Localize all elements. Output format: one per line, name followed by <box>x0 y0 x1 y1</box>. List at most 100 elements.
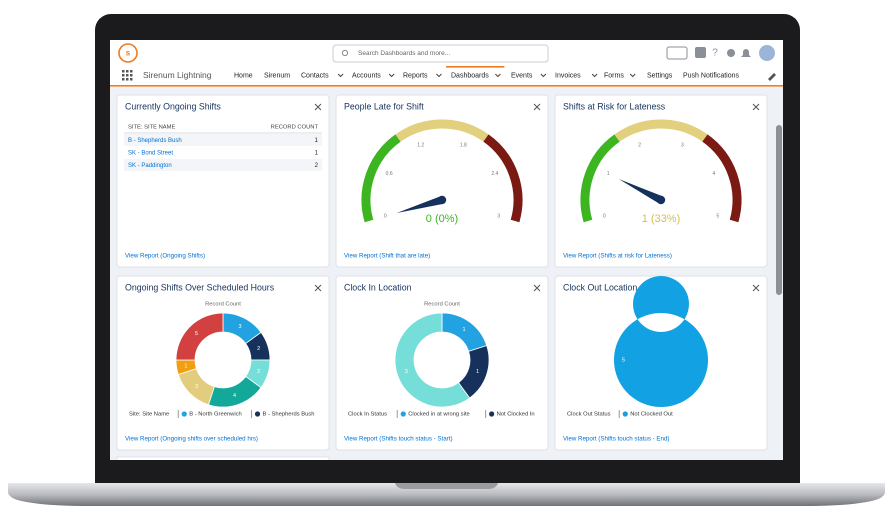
nav-item[interactable]: Push Notifications <box>683 72 740 79</box>
nav-item[interactable]: Events <box>511 72 533 79</box>
gauge-tick-label: 2 <box>638 142 641 148</box>
view-report-link[interactable]: View Report (Shift that are late) <box>344 253 430 260</box>
nav-item[interactable]: Settings <box>647 72 673 79</box>
card <box>116 275 330 451</box>
table-header-bg <box>124 121 322 132</box>
svg-text:s: s <box>126 49 131 58</box>
nav-chevron[interactable] <box>629 73 636 78</box>
table-cell-link[interactable]: SK - Paddington <box>128 163 172 169</box>
nav-item[interactable]: Home <box>234 72 253 79</box>
nav-chevron[interactable] <box>436 73 442 78</box>
search-box[interactable] <box>332 44 549 63</box>
legend: Clock In Status Clocked in at wrong site N… <box>348 410 535 418</box>
gauge-tick-label: 1 <box>607 171 610 177</box>
view-report-link[interactable]: View Report (Ongoing shifts over schedul… <box>125 436 258 443</box>
gauge-value-label: 0 (0%) <box>426 213 458 225</box>
dashboard-card: Currently Ongoing Shifts View Report (Ong… <box>116 94 330 268</box>
donut-data-label: 5 <box>195 331 198 337</box>
table-cell-number: 2 <box>315 163 319 169</box>
nav-item[interactable]: Reports <box>403 72 428 79</box>
nav-chevron[interactable] <box>540 73 547 78</box>
nav-item[interactable]: Contacts <box>301 72 329 79</box>
legend-label[interactable]: Not Clocked In <box>497 412 535 418</box>
gauge-band <box>614 119 708 142</box>
legend-label[interactable]: B - Shepherds Bush <box>263 412 315 418</box>
nav-item[interactable]: Sirenum <box>264 72 290 79</box>
legend: Site: Site Name B - North Greenwich B - Sh… <box>129 410 314 418</box>
app-name: Sirenum Lightning <box>143 70 212 80</box>
nav-bar: Home Sirenum Contacts Accounts Reports Dashbo… <box>234 66 740 79</box>
nav-chevron[interactable] <box>495 73 501 78</box>
view-report-link[interactable]: View Report (Shifts touch status - Start… <box>344 436 453 443</box>
dashboard-card: Clock Out Location View Report (Shifts to… <box>554 275 768 451</box>
search-icon <box>341 49 349 57</box>
expand-icon[interactable] <box>752 103 760 111</box>
expand-icon[interactable] <box>533 284 541 292</box>
gauge-needle <box>396 196 444 213</box>
expand-icon[interactable] <box>314 284 322 292</box>
gauge-needle <box>618 179 663 204</box>
gauge-tick-label: 3 <box>497 214 500 220</box>
chart-subtitle: Record Count <box>205 302 241 308</box>
donut-data-label: 1 <box>184 363 187 369</box>
expand-icon[interactable] <box>314 103 322 111</box>
card-title: People Late for Shift <box>344 101 424 111</box>
donut-segment[interactable] <box>175 312 224 361</box>
view-report-link[interactable]: View Report (Ongoing Shifts) <box>125 253 205 260</box>
donut-segment[interactable] <box>394 312 471 408</box>
donut-segment[interactable] <box>613 276 708 407</box>
nav-chevron[interactable] <box>388 73 395 78</box>
expand-icon[interactable] <box>752 284 760 292</box>
nav-chevron[interactable] <box>591 73 598 78</box>
view-report-link[interactable]: View Report (Shifts touch status - End) <box>563 436 670 443</box>
donut-data-label: 3 <box>405 369 408 375</box>
gauge-tick-label: 3 <box>681 142 684 148</box>
legend-swatch[interactable] <box>489 411 495 417</box>
table-row-bg <box>124 159 322 171</box>
header-icons[interactable]: ? <box>666 45 775 61</box>
card <box>335 275 549 451</box>
search-placeholder[interactable]: Search Dashboards and more... <box>358 50 450 57</box>
donut-data-label: 1 <box>476 369 479 375</box>
table-cell-link[interactable]: B - Shepherds Bush <box>128 138 182 144</box>
gauge-tick-label: 0 <box>603 214 606 220</box>
gauge-value-label: 1 (33%) <box>642 213 681 225</box>
legend-label[interactable]: Not Clocked Out <box>630 412 673 418</box>
dashboard-card: Shifts at Risk for Lateness View Report (… <box>554 94 768 268</box>
table-cell-number: 1 <box>315 151 319 157</box>
nav-item[interactable]: Invoices <box>555 72 581 79</box>
gauge-band <box>702 134 742 223</box>
table-cell-link[interactable]: SK - Bond Street <box>128 151 173 157</box>
nav-accent-line <box>110 85 783 87</box>
legend-swatch[interactable] <box>400 411 406 417</box>
donut-data-label: 1 <box>463 327 466 333</box>
logo[interactable]: s <box>118 43 138 63</box>
svg-text:?: ? <box>712 48 718 59</box>
app-launcher[interactable] <box>122 70 133 81</box>
gauge-tick-label: 0.6 <box>386 171 393 177</box>
legend-swatch[interactable] <box>181 411 187 417</box>
legend-label[interactable]: B - North Greenwich <box>189 412 242 418</box>
legend-swatch[interactable] <box>254 411 261 417</box>
legend-label[interactable]: Clocked in at wrong site <box>408 412 470 418</box>
nav-item[interactable]: Accounts <box>352 72 381 79</box>
card-title: Clock In Location <box>344 282 412 292</box>
nav-chevron[interactable] <box>337 73 344 78</box>
edit-nav-icon[interactable] <box>768 73 776 81</box>
card <box>335 94 549 268</box>
card-title: Clock Out Location <box>563 282 637 292</box>
gauge-band <box>483 134 523 223</box>
legend-swatch[interactable] <box>622 411 628 417</box>
dashboard-card: Clock In Location View Report (Shifts tou… <box>335 275 549 451</box>
table-header: SITE: SITE NAME <box>128 125 175 131</box>
card-title: Shifts at Risk for Lateness <box>563 101 666 111</box>
nav-item[interactable]: Dashboards <box>451 72 489 79</box>
laptop-notch <box>395 483 498 489</box>
view-report-link[interactable]: View Report (Shifts at risk for Lateness… <box>563 253 672 260</box>
nav-item[interactable]: Forms <box>604 72 624 79</box>
gauge-tick-label: 2.4 <box>491 171 498 177</box>
expand-icon[interactable] <box>533 103 541 111</box>
gauge-hub <box>656 195 666 205</box>
scrollbar[interactable] <box>776 125 782 295</box>
